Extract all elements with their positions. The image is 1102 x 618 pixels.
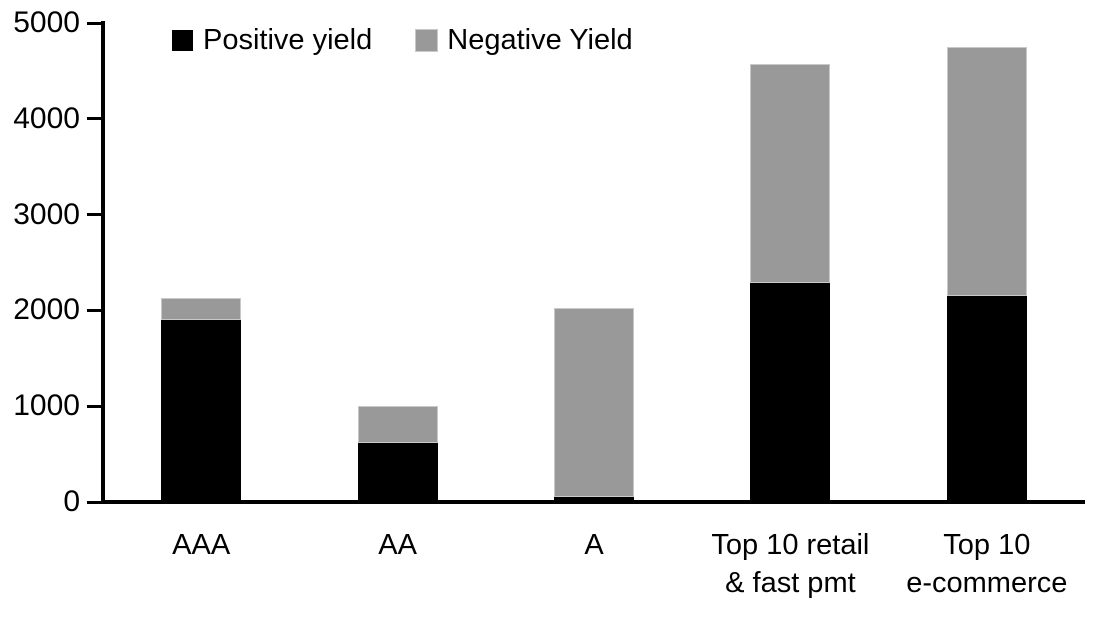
y-axis-tick-label: 5000 (13, 6, 80, 39)
y-axis-line (101, 21, 105, 504)
x-axis-label-line: e-commerce (906, 567, 1068, 599)
x-axis-line (101, 500, 1085, 504)
legend-swatch-positive (172, 30, 193, 51)
bar-segment-negative (946, 46, 1027, 297)
bar-segment-negative (161, 297, 242, 320)
x-axis-label-line: Top 10 retail (711, 529, 870, 561)
legend-item-positive: Positive yield (172, 24, 372, 57)
bar-stack (161, 297, 242, 502)
x-axis-label-line: Top 10 (943, 529, 1031, 561)
x-axis-label-line: & fast pmt (725, 567, 856, 599)
x-axis-label: AA (278, 526, 518, 564)
y-axis-tick (87, 404, 103, 408)
bar-stack (357, 406, 438, 502)
bar-segment-negative (357, 406, 438, 443)
legend-swatch-negative (416, 30, 438, 51)
y-axis-tick-label: 4000 (13, 101, 80, 135)
y-axis-tick-label: 0 (63, 485, 80, 518)
legend-label-positive: Positive yield (203, 24, 373, 56)
legend-item-negative: Negative Yield (416, 24, 633, 57)
x-axis-label: Top 10 e-commerce (867, 526, 1102, 602)
x-axis-label: A (474, 526, 714, 564)
y-axis-tick-label: 2000 (13, 293, 80, 327)
bar-segment-positive (750, 282, 831, 502)
bar-segment-negative (554, 307, 634, 498)
y-axis-tick (87, 117, 103, 121)
bar-stack (750, 64, 831, 502)
bar-segment-positive (554, 497, 634, 502)
bar-segment-negative (750, 64, 831, 283)
legend-label-negative: Negative Yield (447, 24, 633, 56)
x-axis-label: AAA (81, 526, 321, 564)
y-axis-tick (87, 308, 103, 312)
bar-stack (554, 307, 634, 502)
x-axis-label-line: AAA (172, 529, 231, 561)
y-axis-tick (87, 213, 103, 217)
y-axis-tick-label: 1000 (13, 389, 80, 423)
y-axis-tick-label: 3000 (13, 197, 80, 231)
bar-segment-positive (161, 319, 242, 502)
x-axis-label-line: AA (378, 529, 417, 561)
x-axis-label: Top 10 retail & fast pmt (670, 526, 910, 602)
x-axis-label-line: A (584, 529, 604, 561)
bar-segment-positive (357, 442, 438, 502)
legend: Positive yield Negative Yield (172, 24, 633, 57)
y-axis-tick (87, 500, 103, 504)
y-axis-tick (87, 21, 103, 25)
bar-stack (946, 46, 1027, 502)
bar-segment-positive (946, 296, 1027, 502)
